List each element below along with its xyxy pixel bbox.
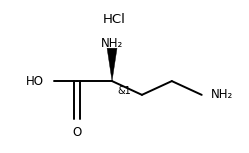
Text: HO: HO xyxy=(26,75,44,88)
Text: O: O xyxy=(72,126,82,139)
Polygon shape xyxy=(107,48,117,81)
Text: &1: &1 xyxy=(118,86,131,96)
Text: HCl: HCl xyxy=(103,13,126,26)
Text: NH₂: NH₂ xyxy=(210,88,233,101)
Text: NH₂: NH₂ xyxy=(101,37,123,50)
